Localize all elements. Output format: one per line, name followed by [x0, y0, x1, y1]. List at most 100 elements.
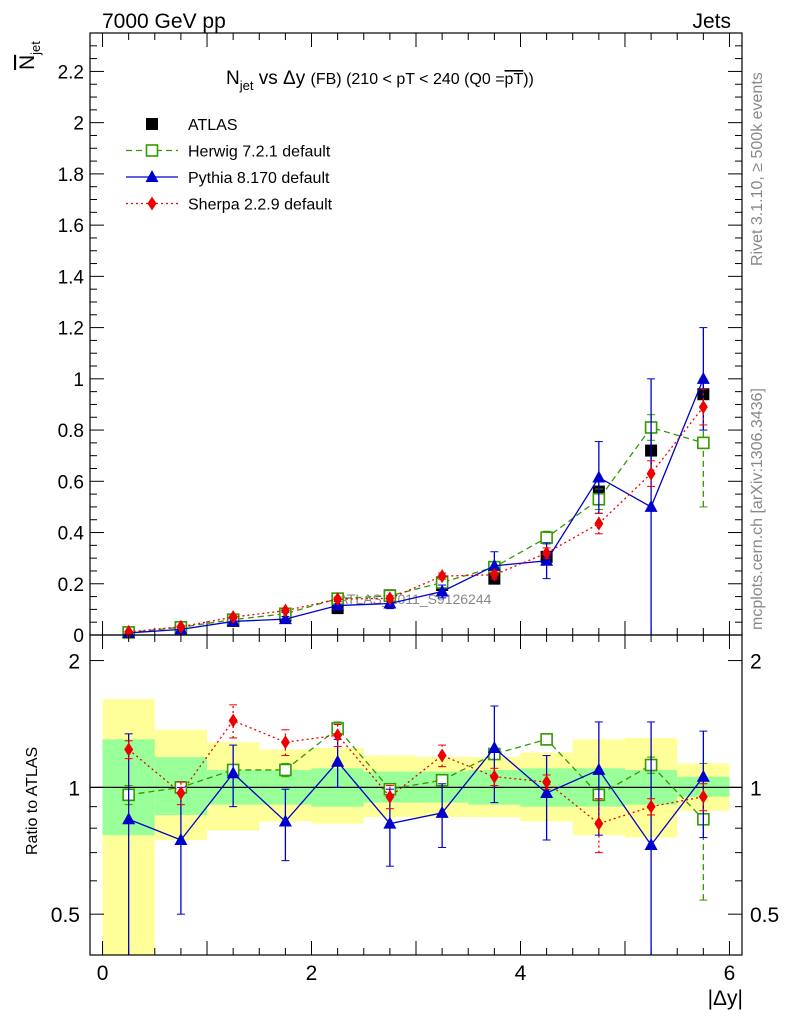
data-point — [540, 531, 553, 544]
ratio-point — [646, 799, 656, 814]
data-point — [698, 400, 708, 415]
ratio-point — [385, 789, 395, 804]
ratio-point — [174, 833, 188, 846]
y-tick-label: 0.8 — [58, 421, 84, 442]
y-axis-label-main: N — [16, 55, 39, 70]
ratio-tick-label: 2 — [68, 651, 80, 674]
category-label: Jets — [692, 10, 731, 33]
data-point — [278, 612, 292, 625]
title-close: )) — [523, 71, 534, 88]
x-axis-label: |Δy| — [708, 987, 743, 1010]
legend-item: Herwig 7.2.1 default — [126, 144, 331, 161]
ratio-line — [128, 719, 704, 825]
watermark: ATLAS_2011_S9126244 — [339, 591, 492, 607]
y-tick-label: 1.8 — [58, 165, 84, 186]
ratio-point — [279, 763, 292, 777]
ratio-point — [226, 766, 240, 779]
y-tick-label: 0.2 — [58, 575, 84, 596]
series-line — [128, 406, 704, 633]
legend-label: Pythia 8.170 default — [188, 170, 330, 187]
legend-marker — [147, 196, 157, 211]
legend-marker — [145, 170, 159, 182]
data-point — [333, 592, 343, 607]
ratio-point — [280, 735, 290, 750]
ratio-point — [542, 774, 552, 789]
ratio-point — [594, 816, 604, 831]
ratio-point — [228, 713, 238, 728]
mcplots-label: mcplots.cern.ch [arXiv:1306.3436] — [749, 388, 766, 630]
ratio-point — [437, 748, 447, 763]
data-point — [228, 610, 238, 625]
data-point — [644, 499, 658, 512]
ratio-tick-label-right: 0.5 — [750, 904, 779, 927]
y-axis-label-sub: jet — [28, 41, 43, 56]
data-point — [437, 569, 447, 584]
title-bar: pT — [505, 71, 524, 88]
y-tick-label: 2 — [73, 114, 84, 135]
x-tick-label: 6 — [724, 962, 736, 985]
ratio-point — [540, 785, 554, 798]
x-tick-label: 2 — [306, 962, 318, 985]
data-point — [592, 470, 606, 483]
data-point — [280, 603, 290, 618]
data-point — [646, 466, 656, 481]
ratio-point — [644, 837, 658, 850]
ratio-point — [333, 728, 343, 743]
y-tick-label: 2.2 — [58, 62, 84, 83]
ratio-tick-label: 1 — [68, 777, 80, 800]
chart-title: Njet vs Δy (FB) (210 < pT < 240 (Q0 =pT)… — [226, 68, 534, 93]
ratio-point — [383, 816, 397, 829]
data-point — [176, 619, 186, 634]
x-tick-label: 4 — [515, 962, 527, 985]
legend-item: ATLAS — [146, 117, 238, 134]
ratio-point — [698, 789, 708, 804]
y-axis-label: Njet — [16, 41, 43, 70]
ratio-plot-frame — [89, 634, 743, 956]
ratio-point — [592, 762, 606, 775]
data-point — [435, 584, 449, 597]
x-tick-label: 0 — [97, 962, 109, 985]
data-point — [594, 516, 604, 531]
title-sub: jet — [239, 78, 254, 93]
y-tick-label: 0.6 — [58, 472, 84, 493]
main-panel: 0 0.2 0.4 0.6 0.8 1 1.2 1.4 1.6 1.8 2 2.2 ATLAS_201… — [16, 32, 743, 647]
legend-marker — [146, 118, 158, 130]
y-tick-label: 0.4 — [58, 524, 85, 545]
data-point — [385, 591, 395, 606]
data-point — [696, 371, 710, 384]
title-rest: (FB) (210 < pT < 240 (Q0 = — [311, 71, 505, 88]
ratio-point — [696, 769, 710, 782]
data-point — [542, 546, 552, 561]
ratio-y-axis-label: Ratio to ATLAS — [24, 747, 41, 855]
ratio-series-1 — [122, 705, 710, 956]
ratio-tick-label-right: 2 — [750, 651, 762, 674]
ratio-series-2 — [124, 704, 708, 854]
title-main: N — [226, 68, 240, 89]
y-tick-label: 1.4 — [58, 267, 85, 288]
title-dy: Δy — [283, 68, 306, 89]
legend: ATLAS Herwig 7.2.1 default Pythia 8.170 de… — [126, 117, 333, 214]
title-vs: vs — [259, 68, 278, 89]
ratio-point — [540, 733, 553, 746]
legend-item: Sherpa 2.2.9 default — [126, 196, 333, 214]
ratio-point — [122, 812, 136, 825]
legend-label: Herwig 7.2.1 default — [188, 144, 331, 161]
ratio-point — [487, 741, 501, 754]
ratio-point — [278, 814, 292, 827]
ratio-line — [128, 727, 704, 820]
legend-item: Pythia 8.170 default — [126, 170, 330, 187]
y-tick-label: 0 — [73, 626, 84, 647]
ratio-point — [489, 769, 499, 784]
ratio-line — [128, 747, 704, 847]
rivet-label: Rivet 3.1.10, ≥ 500k events — [749, 72, 766, 266]
legend-marker — [145, 144, 159, 157]
legend-label: ATLAS — [188, 117, 238, 134]
data-point — [697, 436, 710, 450]
series-line — [128, 378, 704, 634]
ratio-panel: 0.5 0.5 1 1 2 2 Ratio to ATLAS — [24, 634, 779, 956]
legend-label: Sherpa 2.2.9 default — [188, 197, 333, 214]
ratio-tick-label-right: 1 — [750, 777, 762, 800]
ratio-point — [435, 805, 449, 818]
series-3 — [124, 388, 708, 639]
series-line — [128, 426, 704, 634]
